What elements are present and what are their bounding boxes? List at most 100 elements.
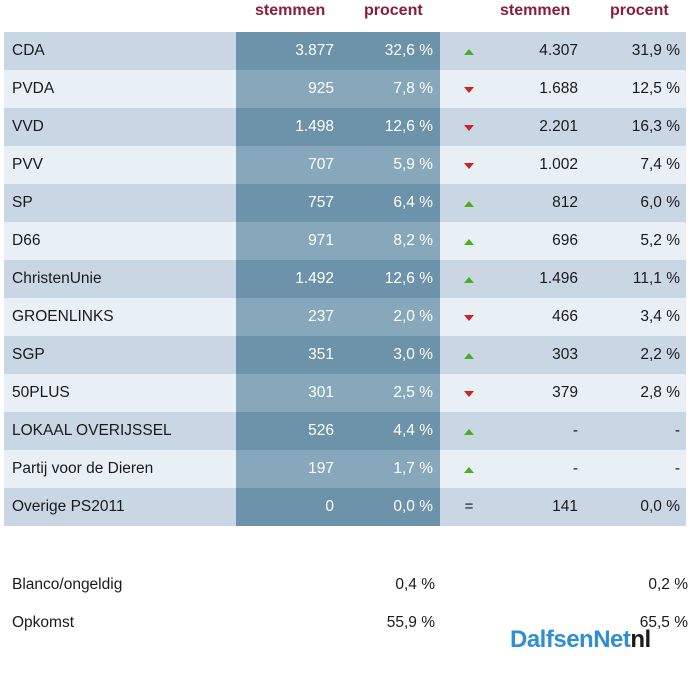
dalfsennet-logo: DalfsenNetnl [510, 626, 651, 654]
percent-previous: 3,4 % [588, 298, 686, 336]
trend-cell [440, 222, 498, 260]
votes-previous: 4.307 [498, 32, 588, 70]
blanco-label: Blanco/ongeldig [12, 576, 123, 593]
party-name: PVV [4, 146, 236, 184]
votes-current: 197 [236, 450, 344, 488]
votes-previous: 696 [498, 222, 588, 260]
percent-current: 6,4 % [344, 184, 440, 222]
trend-cell [440, 32, 498, 70]
trend-cell [440, 374, 498, 412]
votes-previous: 141 [498, 488, 588, 526]
percent-previous: 2,2 % [588, 336, 686, 374]
trend-cell [440, 260, 498, 298]
table-row: Partij voor de Dieren 197 1,7 % - - [4, 450, 686, 488]
trend-cell [440, 412, 498, 450]
votes-current: 925 [236, 70, 344, 108]
triangle-down-icon [464, 87, 474, 93]
party-name: VVD [4, 108, 236, 146]
party-name: PVDA [4, 70, 236, 108]
percent-previous: 16,3 % [588, 108, 686, 146]
percent-current: 1,7 % [344, 450, 440, 488]
percent-current: 4,4 % [344, 412, 440, 450]
triangle-up-icon [464, 277, 474, 283]
votes-previous: 466 [498, 298, 588, 336]
blanco-percent: 0,4 % [395, 576, 435, 593]
percent-previous: - [588, 450, 686, 488]
trend-cell [440, 184, 498, 222]
percent-current: 8,2 % [344, 222, 440, 260]
triangle-down-icon [464, 163, 474, 169]
votes-current: 351 [236, 336, 344, 374]
percent-previous: 12,5 % [588, 70, 686, 108]
opkomst-prev-percent: 65,5 % [639, 614, 688, 631]
percent-current: 2,5 % [344, 374, 440, 412]
opkomst-percent: 55,9 % [386, 614, 435, 631]
votes-current: 301 [236, 374, 344, 412]
equals-icon: = [464, 498, 474, 515]
party-name: Overige PS2011 [4, 488, 236, 526]
percent-current: 12,6 % [344, 260, 440, 298]
votes-previous: - [498, 412, 588, 450]
votes-current: 0 [236, 488, 344, 526]
percent-previous: - [588, 412, 686, 450]
table-row: LOKAAL OVERIJSSEL 526 4,4 % - - [4, 412, 686, 450]
percent-previous: 11,1 % [588, 260, 686, 298]
table-row: PVDA 925 7,8 % 1.688 12,5 % [4, 70, 686, 108]
votes-current: 3.877 [236, 32, 344, 70]
triangle-down-icon [464, 125, 474, 131]
percent-current: 12,6 % [344, 108, 440, 146]
percent-current: 7,8 % [344, 70, 440, 108]
party-name: LOKAAL OVERIJSSEL [4, 412, 236, 450]
trend-cell [440, 146, 498, 184]
votes-previous: 812 [498, 184, 588, 222]
table-row: Overige PS2011 0 0,0 % = 141 0,0 % [4, 488, 686, 526]
percent-previous: 5,2 % [588, 222, 686, 260]
votes-previous: 1.688 [498, 70, 588, 108]
votes-previous: 303 [498, 336, 588, 374]
triangle-down-icon [464, 315, 474, 321]
party-name: 50PLUS [4, 374, 236, 412]
table-row: SP 757 6,4 % 812 6,0 % [4, 184, 686, 222]
table-row: ChristenUnie 1.492 12,6 % 1.496 11,1 % [4, 260, 686, 298]
blanco-prev-percent: 0,2 % [648, 576, 688, 593]
trend-cell [440, 450, 498, 488]
votes-current: 757 [236, 184, 344, 222]
table-row: CDA 3.877 32,6 % 4.307 31,9 % [4, 32, 686, 70]
triangle-up-icon [464, 49, 474, 55]
logo-tld: nl [630, 626, 651, 653]
votes-current: 526 [236, 412, 344, 450]
trend-cell [440, 108, 498, 146]
triangle-up-icon [464, 201, 474, 207]
party-name: CDA [4, 32, 236, 70]
percent-current: 0,0 % [344, 488, 440, 526]
percent-previous: 0,0 % [588, 488, 686, 526]
header-procent-current: procent [364, 2, 423, 19]
votes-previous: 379 [498, 374, 588, 412]
party-name: SGP [4, 336, 236, 374]
triangle-up-icon [464, 239, 474, 245]
votes-current: 971 [236, 222, 344, 260]
percent-current: 5,9 % [344, 146, 440, 184]
table-row: VVD 1.498 12,6 % 2.201 16,3 % [4, 108, 686, 146]
logo-brand: DalfsenNet [510, 626, 631, 653]
summary-opkomst-row: Opkomst 55,9 % 65,5 % [0, 611, 700, 635]
triangle-down-icon [464, 391, 474, 397]
percent-previous: 6,0 % [588, 184, 686, 222]
votes-previous: 1.496 [498, 260, 588, 298]
party-name: ChristenUnie [4, 260, 236, 298]
triangle-up-icon [464, 353, 474, 359]
party-name: SP [4, 184, 236, 222]
votes-previous: 1.002 [498, 146, 588, 184]
trend-cell [440, 70, 498, 108]
header-stemmen-current: stemmen [255, 2, 326, 19]
table-row: GROENLINKS 237 2,0 % 466 3,4 % [4, 298, 686, 336]
table-row: PVV 707 5,9 % 1.002 7,4 % [4, 146, 686, 184]
triangle-up-icon [464, 429, 474, 435]
summary-blanco-row: Blanco/ongeldig 0,4 % 0,2 % [0, 573, 700, 597]
votes-current: 237 [236, 298, 344, 336]
percent-previous: 7,4 % [588, 146, 686, 184]
percent-previous: 2,8 % [588, 374, 686, 412]
header-stemmen-previous: stemmen [500, 2, 571, 19]
percent-previous: 31,9 % [588, 32, 686, 70]
percent-current: 3,0 % [344, 336, 440, 374]
